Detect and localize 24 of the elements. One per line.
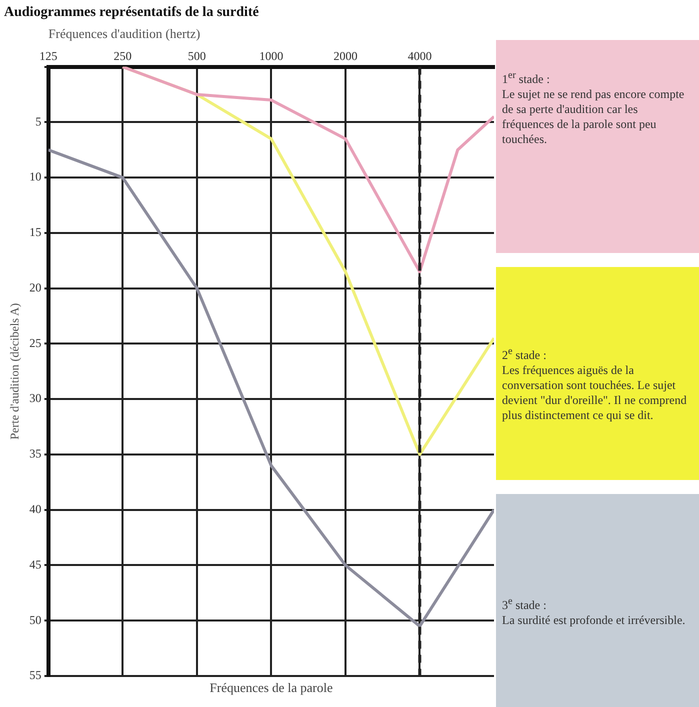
y-tick-label: 20 [29, 280, 42, 294]
y-tick-label: 30 [29, 391, 42, 406]
y-tick-label: 50 [29, 612, 42, 627]
y-axis-title: Perte d'audition (décibels A) [7, 303, 22, 440]
x-tick-label: 1000 [259, 48, 284, 63]
x-tick-label: 4000 [408, 48, 432, 63]
y-tick-label: 15 [29, 225, 42, 240]
y-tick-label: 55 [29, 668, 42, 682]
stage-panel: 1$^{er}$ stade : Le sujet ne se rend pas encore compte de sa perte d'audition car les fréquences de la parole sont peu touchées. [496, 40, 699, 253]
y-tick-label: 40 [29, 502, 42, 516]
x-tick-label: 500 [188, 48, 206, 63]
stage-panel: 2$^{e}$ stade : Les fréquences aiguës de la conversation sont touchées. Le sujet devient "dur d'oreille". Il ne comprend plus distinctement ce qui se dit. [496, 267, 699, 480]
y-tick-label: 10 [29, 170, 42, 184]
x-tick-label: 125 [39, 48, 58, 63]
chart-title: Audiogrammes représentatifs de la surdité [4, 5, 259, 20]
y-tick-label: 45 [29, 557, 42, 572]
x-axis-title: Fréquences d'audition (hertz) [48, 26, 200, 42]
stage-panel: 3$^{e}$ stade : La surdité est profonde et irréversible. [496, 494, 699, 707]
text: Fréquences de la parole [210, 680, 333, 695]
y-tick-label: 5 [35, 114, 42, 128]
x-tick-label: 2000 [333, 48, 358, 63]
y-tick-label: 35 [29, 446, 42, 461]
y-tick-label: 25 [29, 336, 42, 350]
x-tick-label: 250 [114, 48, 132, 63]
